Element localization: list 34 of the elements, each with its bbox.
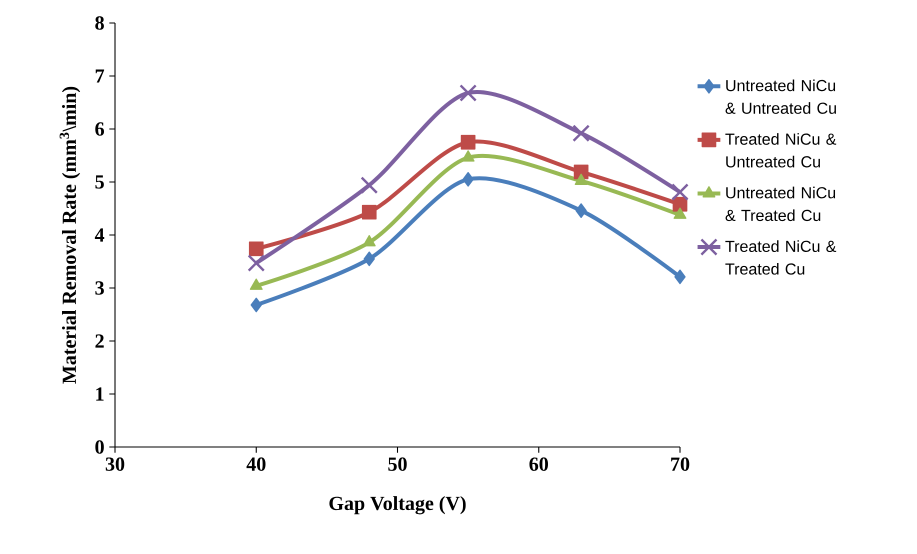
point — [250, 298, 262, 312]
y-tick-label: 0 — [95, 440, 104, 454]
point — [248, 254, 265, 272]
x-axis-title: Gap Voltage (V) — [329, 496, 466, 514]
y-tick-label: 8 — [95, 16, 104, 30]
x-tick-label: 60 — [529, 457, 548, 471]
point — [248, 241, 264, 256]
legend-label: Untreated NiCu & Treated Cu — [726, 186, 836, 222]
legend-label: Untreated NiCu & Untreated Cu — [726, 79, 836, 114]
x-tick-label: 30 — [106, 457, 124, 471]
y-tick-label: 2 — [95, 334, 104, 348]
legend-label: Treated NiCu & Untreated Cu — [725, 133, 836, 168]
point — [462, 172, 474, 187]
x-tick-label: 70 — [671, 457, 690, 471]
point — [460, 134, 476, 150]
y-tick-label: 1 — [96, 387, 104, 401]
point — [674, 270, 686, 284]
y-tick-label: 5 — [95, 175, 104, 189]
y-tick-label: 4 — [94, 228, 104, 242]
y-tick-label: 7 — [96, 69, 104, 83]
point — [574, 164, 588, 180]
y-axis-title: Material Removal Rate (mm$^{3}$\min) — [60, 86, 80, 384]
point — [572, 124, 590, 142]
point — [362, 204, 377, 220]
point — [575, 203, 587, 218]
x-tick-label: 50 — [388, 457, 407, 471]
legend-label: Treated NiCu & Treated Cu — [725, 240, 836, 275]
point — [671, 183, 689, 201]
y-tick-label: 6 — [95, 122, 104, 136]
point — [360, 176, 378, 194]
y-tick-label: 3 — [95, 281, 104, 295]
point — [459, 84, 477, 102]
x-tick-label: 40 — [246, 457, 266, 471]
point — [364, 252, 375, 266]
